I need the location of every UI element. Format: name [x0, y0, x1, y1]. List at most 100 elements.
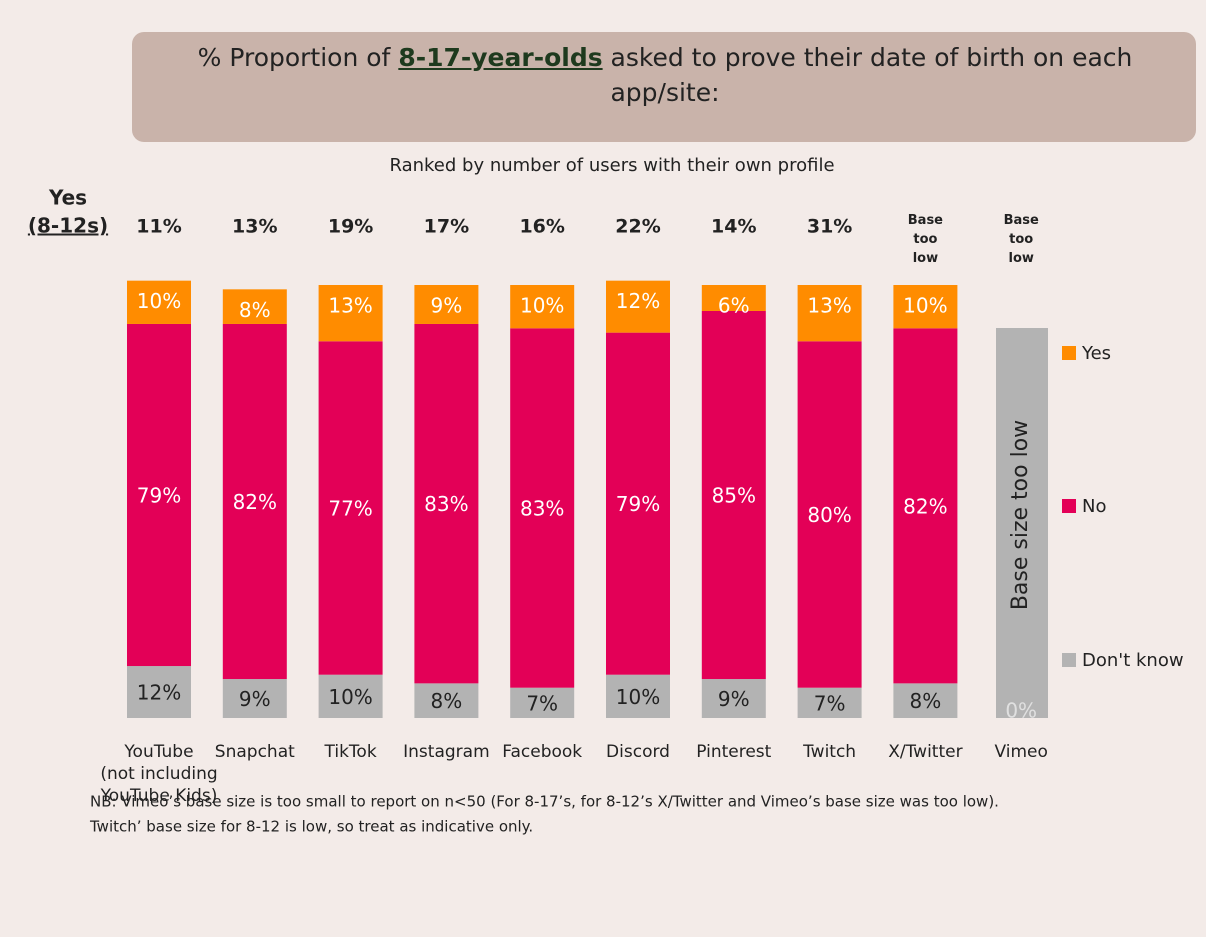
- text-line: YouTube: [123, 742, 193, 762]
- data-label: 8%: [431, 689, 463, 713]
- yes-8-12-label: 17%: [424, 216, 469, 238]
- data-label: 9%: [718, 687, 750, 711]
- x-tick-label: Twitch: [802, 742, 856, 762]
- yes-8-12-label: Base too low: [1004, 213, 1039, 266]
- data-label: 79%: [137, 484, 181, 508]
- text-line: Base: [1004, 213, 1039, 228]
- data-label: 8%: [910, 689, 942, 713]
- data-label: 82%: [903, 494, 947, 518]
- bar-segment: [127, 666, 191, 718]
- yes-8-12-label: Base too low: [908, 213, 943, 266]
- yes-8-12-label: 16%: [519, 216, 564, 238]
- bar-segment: [510, 328, 575, 688]
- data-label: 85%: [712, 484, 756, 508]
- text-line: (not including: [100, 764, 217, 784]
- legend-label: Yes: [1081, 343, 1111, 364]
- title-highlight: 8-17-year-olds: [398, 43, 603, 72]
- bar-segment: [318, 341, 383, 675]
- bar-segment: [414, 285, 479, 324]
- bar-segment: [510, 687, 575, 718]
- yes-8-12-label: 11%: [136, 216, 181, 238]
- data-label: 12%: [137, 681, 181, 705]
- title-box: [132, 32, 1196, 142]
- x-tick-label: X/Twitter: [888, 742, 962, 762]
- legend-swatch: [1062, 346, 1076, 360]
- data-label: 10%: [616, 685, 660, 709]
- note-line: Twitch’ base size for 8-12 is low, so tr…: [89, 818, 533, 836]
- data-label: 77%: [328, 496, 372, 520]
- legend-swatch: [1062, 653, 1076, 667]
- data-label: 9%: [431, 294, 463, 318]
- bar-segment: [797, 341, 862, 688]
- text-line: too: [1009, 232, 1033, 247]
- data-label: 80%: [807, 503, 851, 527]
- x-tick-label: Discord: [606, 742, 670, 762]
- note-line: NB: Vimeo’s base size is too small to re…: [90, 793, 999, 811]
- legend-swatch: [1062, 499, 1076, 513]
- x-tick-label: Snapchat: [215, 742, 295, 762]
- x-tick-label: YouTube (not including YouTube Kids): [100, 742, 218, 806]
- data-label: 12%: [616, 289, 660, 313]
- bar-segment: [222, 289, 287, 324]
- text-line: low: [1008, 251, 1033, 266]
- data-label: 10%: [328, 685, 372, 709]
- base-annotation: Base size too low: [1008, 420, 1033, 610]
- bar-segment: [606, 674, 670, 718]
- bar-segment: [222, 679, 287, 718]
- yes-8-12-label: 31%: [807, 216, 852, 238]
- data-label: 8%: [239, 298, 271, 322]
- yes-row-title: Yes: [48, 186, 87, 210]
- bar-segment: [701, 679, 766, 718]
- base-placeholder: [996, 328, 1048, 718]
- data-label: 82%: [233, 490, 277, 514]
- bar-segment: [414, 323, 479, 684]
- x-tick-label: Vimeo: [994, 742, 1047, 762]
- data-label: 83%: [520, 496, 564, 520]
- bar-segment: [222, 323, 287, 680]
- title-suffix: asked to prove their date of birth on ea…: [602, 43, 1133, 107]
- bar-segment: [127, 323, 191, 667]
- bar-segment: [606, 280, 670, 333]
- legend-label: Don't know: [1082, 650, 1184, 671]
- text-line: low: [913, 251, 938, 266]
- data-label: 10%: [903, 294, 947, 318]
- bar-segment: [893, 683, 958, 718]
- x-tick-label: Instagram: [403, 742, 490, 762]
- bar-segment: [797, 687, 862, 718]
- yes-8-12-label: 13%: [232, 216, 277, 238]
- subtitle: Ranked by number of users with their own…: [389, 155, 834, 176]
- title-prefix: % Proportion of: [197, 43, 399, 72]
- yes-row-subtitle: (8-12s): [28, 214, 108, 238]
- bar-segment: [127, 280, 191, 324]
- legend-label: No: [1082, 496, 1106, 517]
- bar-segment: [797, 285, 862, 342]
- data-label: 7%: [526, 691, 558, 715]
- data-label: 10%: [520, 294, 564, 318]
- text-line: too: [913, 232, 937, 247]
- x-tick-label: Pinterest: [696, 742, 771, 762]
- yes-8-12-label: 14%: [711, 216, 756, 238]
- bar-segment: [318, 285, 383, 342]
- x-tick-label: Facebook: [502, 742, 582, 762]
- text-line: YouTube Kids): [100, 786, 218, 806]
- bar-segment: [893, 285, 958, 329]
- data-label: 0%: [1005, 699, 1037, 723]
- chart-title: % Proportion of 8-17-year-olds asked to …: [160, 40, 1170, 110]
- x-tick-label: TikTok: [324, 742, 377, 762]
- bar-segment: [701, 285, 766, 311]
- data-label: 7%: [814, 691, 846, 715]
- data-label: 6%: [718, 294, 750, 318]
- bar-segment: [893, 328, 958, 684]
- bar-segment: [701, 310, 766, 680]
- data-label: 79%: [616, 492, 660, 516]
- data-label: 9%: [239, 687, 271, 711]
- bar-segment: [318, 674, 383, 718]
- yes-8-12-label: 19%: [328, 216, 373, 238]
- bar-segment: [510, 285, 575, 329]
- data-label: 10%: [137, 289, 181, 313]
- bar-segment: [414, 683, 479, 718]
- data-label: 13%: [807, 294, 851, 318]
- yes-8-12-label: 22%: [615, 216, 660, 238]
